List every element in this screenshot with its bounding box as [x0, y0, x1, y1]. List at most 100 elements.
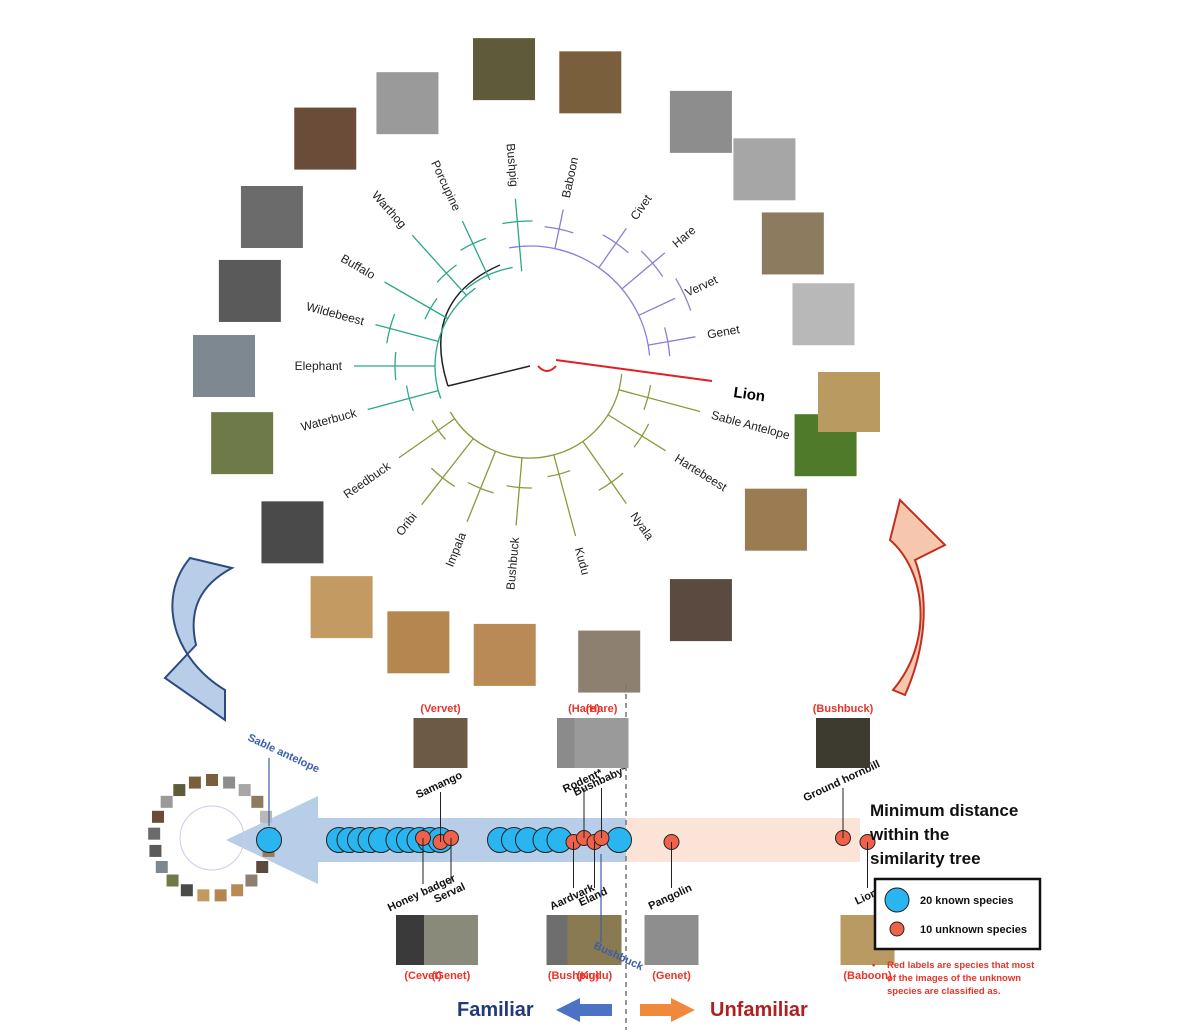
distance-axis: Honey badger(Cevet)Samango(Vervet)Serval… [148, 685, 1042, 1030]
photo-oribi [310, 576, 373, 639]
photo-genet [792, 283, 855, 346]
photo-kudu [578, 630, 641, 693]
tree-label-sable-antelope: Sable Antelope [710, 408, 792, 443]
tree-label-reedbuck: Reedbuck [341, 458, 394, 501]
axis-title-line2: within the [869, 825, 949, 844]
mini-photo [197, 889, 210, 902]
mini-photo [214, 889, 227, 902]
mini-photo [251, 795, 264, 808]
right-curved-arrow [888, 498, 947, 697]
tree-branch-bushpig [514, 198, 523, 272]
photo-wildebeest [218, 259, 281, 322]
tree-branch-vervet [638, 297, 676, 316]
photo-waterbuck [211, 412, 274, 475]
legend-unknown-text: 10 unknown species [920, 924, 1027, 936]
legend: 20 known species 10 unknown species [873, 877, 1042, 951]
tree-label-hartebeest: Hartebeest [672, 451, 730, 494]
mini-photo [223, 776, 236, 789]
mini-photo [259, 810, 272, 823]
tree-label-oribi: Oribi [393, 510, 420, 539]
classified-as-rodent: (Hare) [568, 703, 600, 715]
mini-photo [238, 784, 251, 797]
mini-photo [231, 884, 244, 897]
tree-branches [354, 198, 701, 537]
classified-as-lion: (Baboon) [843, 970, 892, 982]
photo-civet [669, 90, 732, 153]
tree-label-bushbuck: Bushbuck [503, 536, 522, 591]
classified-as-bushbaby: (Hare) [586, 703, 618, 715]
legend-known-marker [884, 887, 910, 913]
axis-title-line3: similarity tree [870, 849, 981, 868]
tree-label-wildebeest: Wildebeest [305, 299, 367, 328]
photo-hare [733, 138, 796, 201]
tree-label-elephant: Elephant [295, 359, 343, 373]
tree-branch-nyala [582, 440, 627, 504]
photo-bushpig [473, 38, 536, 101]
legend-note-line2: of the images of the unknown [887, 973, 1021, 984]
mini-photo [152, 810, 165, 823]
photo-reedbuck [261, 501, 324, 564]
legend-unknown-marker [889, 921, 905, 937]
photo-vervet [761, 212, 824, 275]
tree-branch-wildebeest [375, 323, 439, 343]
lion-branch [555, 359, 713, 382]
unknown-photo-pangolin [644, 915, 699, 965]
unknown-label-samango: Samango [414, 769, 464, 801]
legend-note-bullet: • [872, 960, 876, 971]
tree-label-waterbuck: Waterbuck [299, 406, 359, 435]
mini-photo [180, 884, 193, 897]
photo-porcupine [376, 72, 439, 135]
lion-photo [818, 372, 880, 432]
mini-photo [160, 795, 173, 808]
tree-labels: Baboon Civet Hare Vervet Genet Sable Antelope… [295, 143, 792, 591]
unknown-photo-samango [413, 718, 468, 768]
tree-label-bushpig: Bushpig [504, 143, 522, 187]
tree-branch-hartebeest [607, 414, 667, 452]
photo-baboon [559, 51, 622, 114]
unfamiliar-band [626, 818, 860, 862]
unknown-photo-eland [567, 915, 622, 965]
legend-note-line3: species are classified as. [887, 986, 1001, 997]
tree-branch-genet [648, 336, 696, 346]
tree-label-baboon: Baboon [559, 156, 581, 199]
classified-as-aardvark: (Bushpig) [548, 970, 600, 982]
photo-nyala [669, 579, 732, 642]
tree-branch-reedbuck [398, 418, 456, 459]
tree-branch-sable-antelope [618, 389, 701, 413]
legend-note-line1: Red labels are species that most [887, 960, 1035, 971]
tree-branch-oribi [421, 438, 474, 506]
tree-branch-impala [466, 451, 497, 523]
tree-label-genet: Genet [706, 322, 741, 342]
tree-branch-kudu [553, 454, 577, 537]
tree-label-impala: Impala [443, 530, 470, 569]
mini-photo [155, 861, 168, 873]
left-curved-arrow [163, 556, 235, 722]
tree-branch-bushbuck [515, 457, 523, 526]
tree-label-warthog: Warthog [369, 188, 409, 231]
tree-label-buffalo: Buffalo [338, 251, 377, 282]
tree-branch-buffalo [384, 281, 449, 320]
unknown-photo-ground-hornbill [816, 718, 870, 768]
unknown-photo-serval [424, 915, 478, 965]
unknown-photo-bushbaby [574, 718, 629, 768]
sable-antelope-label: Sable antelope [246, 732, 321, 776]
mini-photo [188, 776, 201, 789]
mini-photo [206, 774, 218, 786]
tree-branch-waterbuck [367, 389, 439, 411]
photo-warthog [294, 107, 357, 170]
legend-known-text: 20 known species [920, 895, 1014, 907]
axis-title-line1: Minimum distance [870, 801, 1018, 820]
tree-branch-hare [621, 252, 666, 290]
lion-tree-label: Lion [732, 384, 766, 405]
similarity-tree: Baboon Civet Hare Vervet Genet Sable Antelope… [193, 38, 857, 693]
classified-as-samango: (Vervet) [420, 703, 461, 715]
unfamiliar-arrow [640, 998, 695, 1022]
mini-photo [256, 861, 269, 873]
classified-as-honey-badger: (Cevet) [404, 970, 442, 982]
lion-root-arc [537, 365, 557, 372]
known-species-dot [606, 827, 632, 853]
photo-elephant [193, 335, 255, 397]
tree-label-civet: Civet [628, 192, 656, 223]
tree-label-porcupine: Porcupine [428, 158, 464, 213]
classified-as-serval: (Genet) [432, 970, 471, 982]
